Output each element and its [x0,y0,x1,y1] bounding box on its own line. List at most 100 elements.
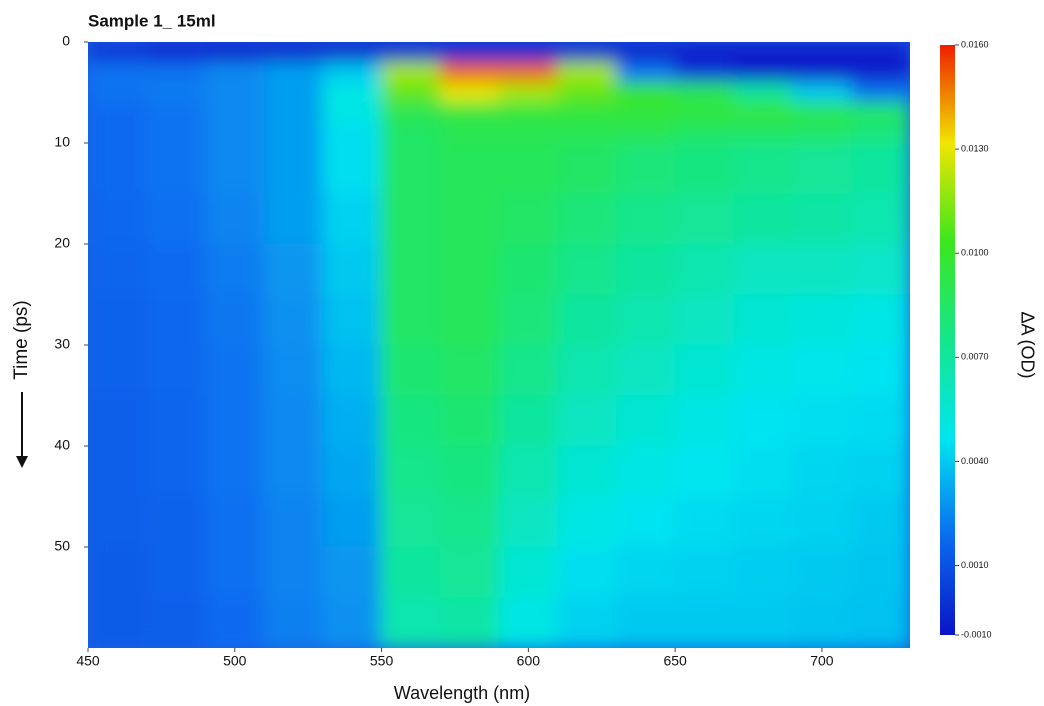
heatmap-cell [792,243,852,295]
heatmap-cell [439,597,500,648]
heatmap-cell [557,81,617,104]
heatmap-cell [615,42,676,63]
heatmap-cell [498,344,559,396]
heatmap-cell [88,344,148,396]
heatmap-cell [674,81,735,104]
heatmap-cell [674,597,735,648]
heatmap-cell [381,597,441,648]
heatmap-cell [322,102,383,124]
heatmap-cell [674,546,735,598]
colorbar [940,45,955,635]
heatmap-cell [733,445,794,497]
heatmap-cell [322,61,383,83]
heatmap-cell [88,42,148,63]
heatmap-cell [557,142,617,194]
heatmap-cell [733,102,794,124]
heatmap-cell [850,597,910,648]
heatmap-cell [263,395,324,447]
heatmap-cell [498,42,559,63]
heatmap-cell [733,243,794,295]
heatmap-cell [146,61,206,83]
heatmap-cell [322,496,383,548]
heatmap-cell [792,344,852,396]
heatmap-cell [439,142,500,194]
heatmap-cell [733,395,794,447]
heatmap-cell [263,597,324,648]
heatmap-cell [263,344,324,396]
heatmap-cell [146,445,206,497]
heatmap-cell [204,61,265,83]
heatmap-cell [615,81,676,104]
heatmap [88,42,910,648]
heatmap-cell [850,445,910,497]
heatmap-cell [263,122,324,144]
x-tick-label: 550 [370,653,394,669]
heatmap-cell [733,294,794,346]
heatmap-cell [439,61,500,83]
heatmap-cell [615,445,676,497]
heatmap-cell [381,193,441,245]
heatmap-cell [204,122,265,144]
chart-title: Sample 1_ 15ml [88,11,216,30]
heatmap-cell [498,597,559,648]
heatmap-cell [381,243,441,295]
heatmap-cell [674,243,735,295]
heatmap-area [88,42,910,648]
heatmap-cell [615,344,676,396]
heatmap-cell [674,294,735,346]
heatmap-cell [850,81,910,104]
heatmap-cell [850,193,910,245]
heatmap-cell [792,294,852,346]
heatmap-cell [204,597,265,648]
heatmap-cell [557,193,617,245]
heatmap-cell [146,344,206,396]
heatmap-cell [615,597,676,648]
heatmap-cell [439,496,500,548]
heatmap-cell [439,122,500,144]
heatmap-cell [88,193,148,245]
heatmap-cell [615,142,676,194]
heatmap-cell [322,344,383,396]
heatmap-cell [792,597,852,648]
heatmap-cell [322,193,383,245]
heatmap-cell [557,395,617,447]
y-tick-label: 0 [62,33,70,49]
heatmap-cell [850,294,910,346]
heatmap-cell [263,193,324,245]
heatmap-cell [733,496,794,548]
heatmap-cell [263,81,324,104]
heatmap-cell [88,546,148,598]
heatmap-cell [88,102,148,124]
heatmap-cell [146,81,206,104]
heatmap-cell [850,42,910,63]
heatmap-cell [733,61,794,83]
heatmap-cell [263,42,324,63]
heatmap-cell [146,102,206,124]
heatmap-cell [557,243,617,295]
heatmap-cell [792,496,852,548]
heatmap-cell [322,142,383,194]
heatmap-cell [204,294,265,346]
heatmap-cell [381,445,441,497]
heatmap-cell [381,142,441,194]
heatmap-cell [733,81,794,104]
y-tick-label: 20 [54,235,70,251]
heatmap-cell [146,193,206,245]
heatmap-cell [146,122,206,144]
heatmap-cell [146,546,206,598]
heatmap-cell [792,122,852,144]
colorbar-tick-label: 0.0100 [961,248,989,258]
heatmap-cell [674,42,735,63]
heatmap-cell [850,395,910,447]
heatmap-cell [792,142,852,194]
heatmap-cell [439,395,500,447]
heatmap-cell [792,61,852,83]
colorbar-tick-label: 0.0040 [961,456,989,466]
heatmap-cell [733,546,794,598]
heatmap-cell [263,445,324,497]
heatmap-cell [792,395,852,447]
heatmap-cell [204,243,265,295]
heatmap-cell [498,496,559,548]
heatmap-cell [322,597,383,648]
